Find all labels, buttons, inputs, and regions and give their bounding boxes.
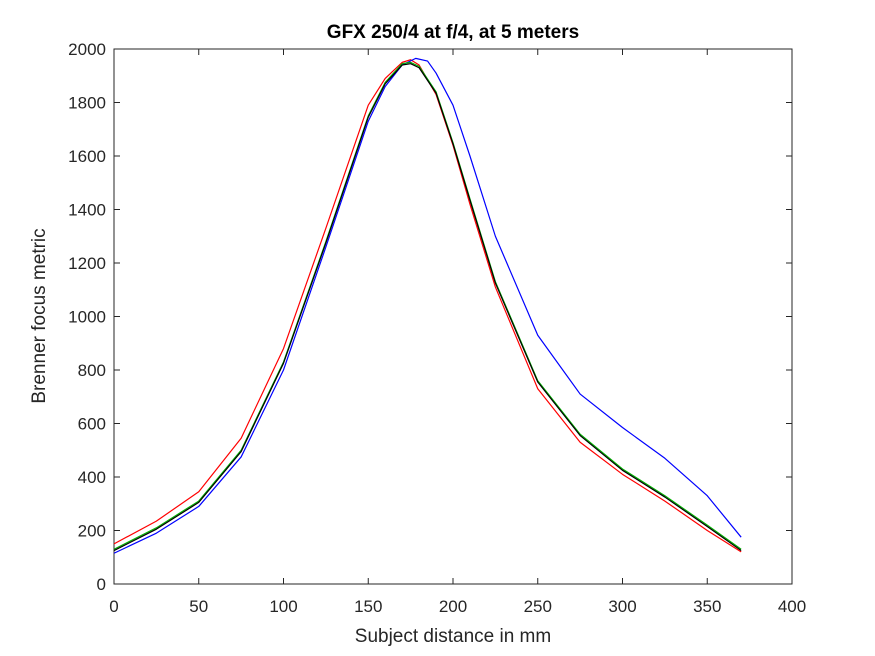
x-tick-label: 250 <box>524 597 552 616</box>
y-tick-label: 1000 <box>68 308 106 327</box>
series-line-black <box>113 63 742 552</box>
x-tick-label: 0 <box>109 597 118 616</box>
y-tick-label: 1600 <box>68 147 106 166</box>
y-tick-label: 0 <box>97 575 106 594</box>
series-line-red <box>113 59 742 553</box>
series-line-blue <box>113 57 742 554</box>
x-tick-label: 350 <box>693 597 721 616</box>
y-tick-label: 1200 <box>68 254 106 273</box>
x-axis-label: Subject distance in mm <box>355 626 551 647</box>
x-tick-label: 200 <box>439 597 467 616</box>
y-tick-label: 2000 <box>68 40 106 59</box>
x-tick-label: 300 <box>608 597 636 616</box>
y-tick-label: 1800 <box>68 94 106 113</box>
y-tick-label: 600 <box>78 415 106 434</box>
x-tick-label: 400 <box>778 597 806 616</box>
x-tick-label: 100 <box>269 597 297 616</box>
y-tick-label: 1400 <box>68 201 106 220</box>
x-tick-label: 150 <box>354 597 382 616</box>
series-layer <box>113 57 742 554</box>
chart-title: GFX 250/4 at f/4, at 5 meters <box>327 22 579 43</box>
y-tick-label: 400 <box>78 468 106 487</box>
x-tick-label: 50 <box>189 597 208 616</box>
y-axis-label: Brenner focus metric <box>29 228 50 403</box>
tick-layer: 0 50 100 150 200 250 300 350 400 0 200 400 600 800 100… <box>68 40 806 616</box>
plot-area <box>113 48 793 585</box>
y-tick-label: 800 <box>78 361 106 380</box>
y-tick-label: 200 <box>78 522 106 541</box>
